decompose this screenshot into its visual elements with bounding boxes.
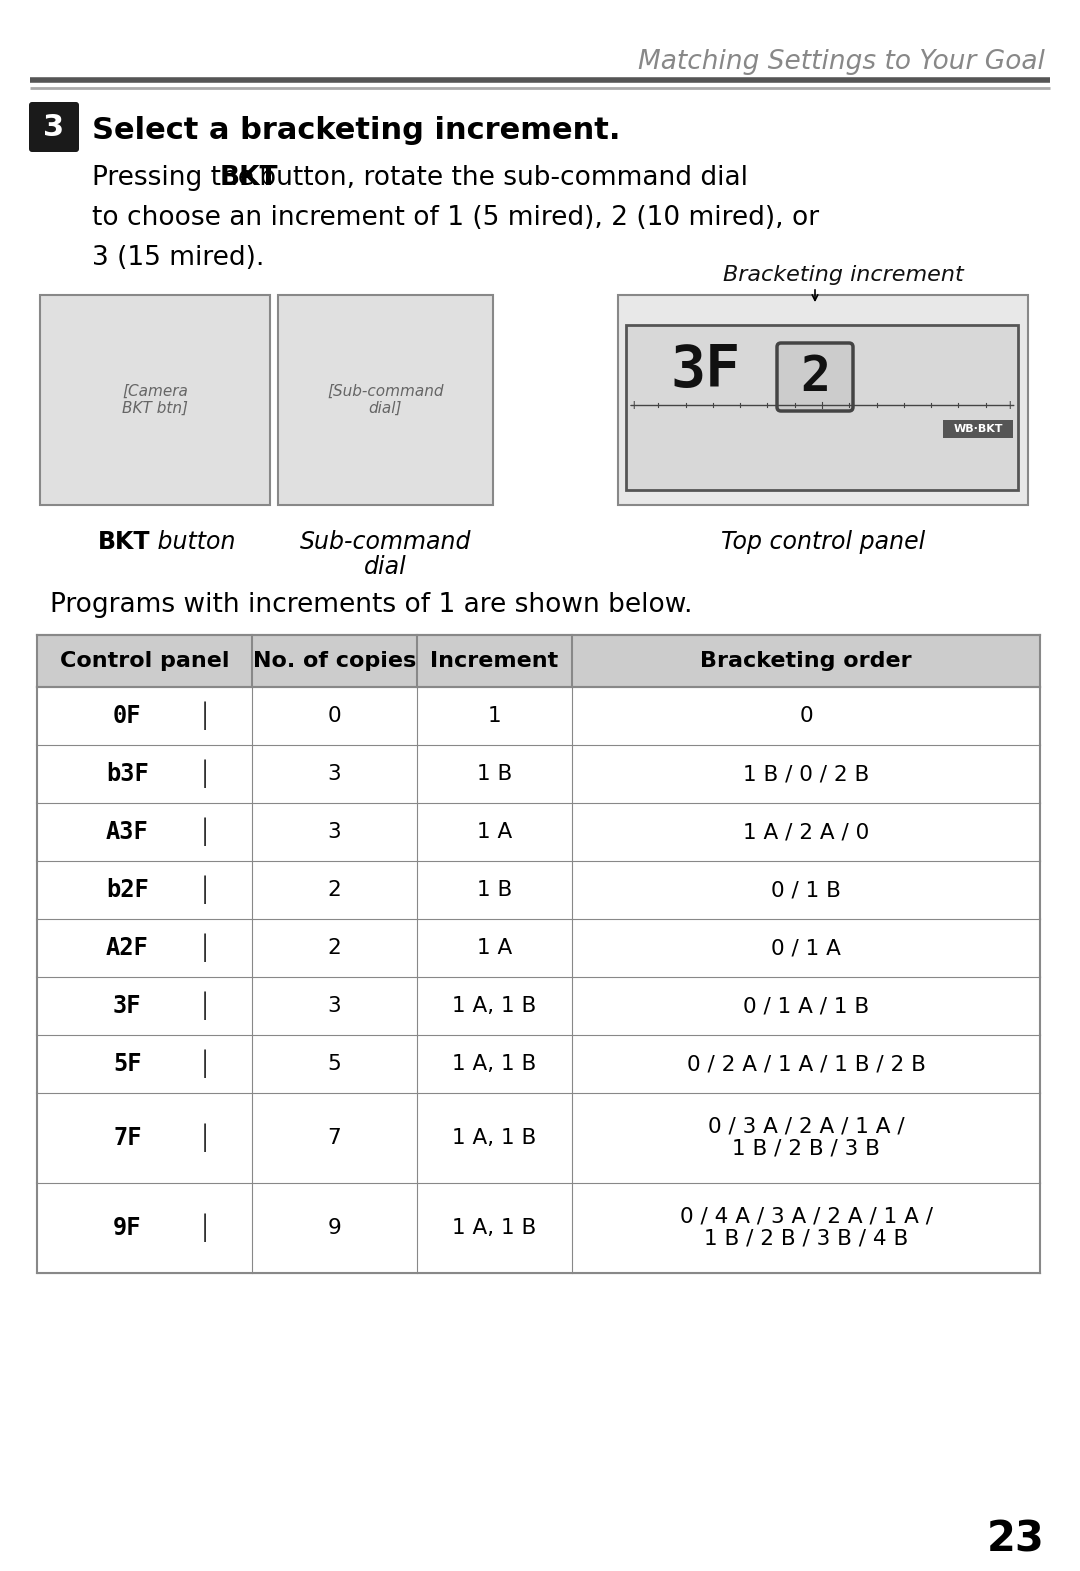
Text: 2: 2 xyxy=(800,353,831,401)
Text: Programs with increments of 1 are shown below.: Programs with increments of 1 are shown … xyxy=(50,592,692,617)
Text: [Camera
BKT btn]: [Camera BKT btn] xyxy=(122,383,188,416)
Text: 1 A: 1 A xyxy=(477,822,512,842)
Text: │: │ xyxy=(198,760,212,789)
Text: A3F: A3F xyxy=(106,820,149,844)
Text: No. of copies: No. of copies xyxy=(253,650,416,671)
Bar xyxy=(37,1093,1040,1183)
Text: 2: 2 xyxy=(327,880,341,900)
Text: Bracketing order: Bracketing order xyxy=(700,650,912,671)
FancyBboxPatch shape xyxy=(777,342,853,412)
Bar xyxy=(37,977,1040,1035)
Text: │: │ xyxy=(198,702,212,731)
Text: Matching Settings to Your Goal: Matching Settings to Your Goal xyxy=(638,49,1045,75)
Bar xyxy=(943,419,1013,438)
Text: 1: 1 xyxy=(488,705,501,726)
Bar xyxy=(618,295,1028,504)
Text: Bracketing increment: Bracketing increment xyxy=(723,265,963,284)
Text: 0: 0 xyxy=(799,705,813,726)
Text: 3 (15 mired).: 3 (15 mired). xyxy=(92,245,265,272)
Bar xyxy=(626,325,1018,490)
Text: button: button xyxy=(150,529,235,555)
Text: 1 A, 1 B: 1 A, 1 B xyxy=(453,996,537,1016)
Bar xyxy=(37,803,1040,861)
Text: 0F: 0F xyxy=(113,704,141,727)
Text: 1 B / 2 B / 3 B / 4 B: 1 B / 2 B / 3 B / 4 B xyxy=(704,1229,908,1249)
Text: 1 A, 1 B: 1 A, 1 B xyxy=(453,1218,537,1238)
Text: 3F: 3F xyxy=(113,994,141,1018)
Bar xyxy=(37,1183,1040,1273)
Text: 0: 0 xyxy=(327,705,341,726)
Text: BKT: BKT xyxy=(219,165,278,192)
Bar xyxy=(37,919,1040,977)
Text: WB·BKT: WB·BKT xyxy=(954,424,1002,434)
Text: b2F: b2F xyxy=(106,878,149,902)
Text: 23: 23 xyxy=(987,1519,1045,1562)
Text: │: │ xyxy=(198,933,212,963)
Text: dial: dial xyxy=(364,555,407,580)
Text: 3: 3 xyxy=(327,822,341,842)
Text: 1 A, 1 B: 1 A, 1 B xyxy=(453,1128,537,1148)
Text: b3F: b3F xyxy=(106,762,149,786)
Text: 1 B: 1 B xyxy=(477,880,512,900)
Text: 5F: 5F xyxy=(113,1053,141,1076)
Text: 0 / 2 A / 1 A / 1 B / 2 B: 0 / 2 A / 1 A / 1 B / 2 B xyxy=(687,1054,926,1075)
Text: 0 / 3 A / 2 A / 1 A /: 0 / 3 A / 2 A / 1 A / xyxy=(707,1117,904,1137)
Text: Increment: Increment xyxy=(430,650,558,671)
Text: 3F: 3F xyxy=(671,341,741,399)
Text: │: │ xyxy=(198,1214,212,1243)
Text: 0 / 1 A: 0 / 1 A xyxy=(771,938,841,958)
Text: [Sub-command
dial]: [Sub-command dial] xyxy=(327,383,444,416)
Text: 5: 5 xyxy=(327,1054,341,1075)
Text: Sub-command: Sub-command xyxy=(300,529,471,555)
Text: 3: 3 xyxy=(43,113,65,141)
Text: Top control panel: Top control panel xyxy=(720,529,926,555)
Text: │: │ xyxy=(198,991,212,1020)
Text: +: + xyxy=(1004,399,1015,412)
Text: 1 A: 1 A xyxy=(477,938,512,958)
FancyBboxPatch shape xyxy=(29,102,79,152)
Text: 1 B: 1 B xyxy=(477,764,512,784)
Text: 1 B / 0 / 2 B: 1 B / 0 / 2 B xyxy=(743,764,869,784)
Bar xyxy=(37,745,1040,803)
Text: │: │ xyxy=(198,875,212,905)
Bar xyxy=(278,295,492,504)
Text: 1 A, 1 B: 1 A, 1 B xyxy=(453,1054,537,1075)
Bar xyxy=(37,861,1040,919)
Text: 0 / 1 A / 1 B: 0 / 1 A / 1 B xyxy=(743,996,869,1016)
Text: 9: 9 xyxy=(327,1218,341,1238)
Text: │: │ xyxy=(198,1049,212,1078)
Bar xyxy=(37,635,1040,687)
Text: 7F: 7F xyxy=(113,1126,141,1150)
Text: │: │ xyxy=(198,818,212,847)
Text: 0 / 1 B: 0 / 1 B xyxy=(771,880,841,900)
Text: +: + xyxy=(629,399,639,412)
Text: A2F: A2F xyxy=(106,936,149,960)
Bar xyxy=(37,687,1040,745)
Text: 1 A / 2 A / 0: 1 A / 2 A / 0 xyxy=(743,822,869,842)
Text: 2: 2 xyxy=(327,938,341,958)
Text: BKT: BKT xyxy=(97,529,150,555)
Text: 1 B / 2 B / 3 B: 1 B / 2 B / 3 B xyxy=(732,1139,880,1159)
Text: │: │ xyxy=(198,1123,212,1152)
Text: 7: 7 xyxy=(327,1128,341,1148)
Text: Select a bracketing increment.: Select a bracketing increment. xyxy=(92,116,621,145)
Bar xyxy=(37,1035,1040,1093)
Text: 3: 3 xyxy=(327,996,341,1016)
Text: 3: 3 xyxy=(327,764,341,784)
Text: to choose an increment of 1 (5 mired), 2 (10 mired), or: to choose an increment of 1 (5 mired), 2… xyxy=(92,204,819,231)
Text: Pressing the: Pressing the xyxy=(92,165,262,192)
Text: 9F: 9F xyxy=(113,1216,141,1240)
Bar xyxy=(40,295,270,504)
Text: button, rotate the sub-command dial: button, rotate the sub-command dial xyxy=(251,165,747,192)
Text: 0 / 4 A / 3 A / 2 A / 1 A /: 0 / 4 A / 3 A / 2 A / 1 A / xyxy=(679,1207,932,1227)
Text: Control panel: Control panel xyxy=(59,650,229,671)
